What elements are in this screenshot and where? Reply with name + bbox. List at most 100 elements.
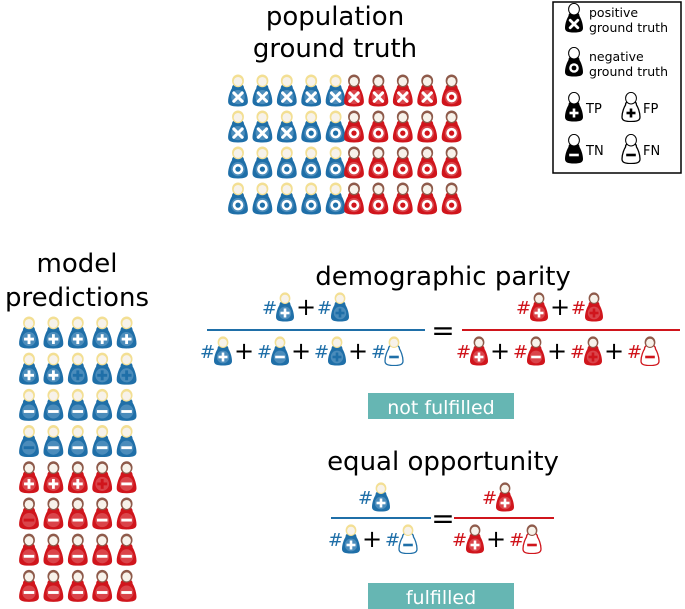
- legend-positive-line1: positive: [589, 5, 638, 20]
- legend-fn-figure: [621, 134, 641, 164]
- population-figure-red: [392, 74, 413, 107]
- population-title-line1: population: [266, 2, 404, 32]
- dp-blue-num-tp: [276, 292, 294, 322]
- legend-tp-figure: [565, 92, 583, 122]
- formula-plus: +: [490, 337, 510, 365]
- population-figure-blue: [325, 146, 346, 179]
- prediction-figure: [67, 533, 88, 566]
- population-figure-red: [441, 182, 462, 215]
- legend-negative-figure: [565, 47, 583, 77]
- prediction-figure: [19, 352, 39, 385]
- population-figure-blue: [276, 110, 297, 143]
- formula-plus: +: [362, 525, 382, 553]
- eo-blue-den-fn: [398, 524, 418, 554]
- population-figure-red: [441, 110, 462, 143]
- prediction-figure: [19, 461, 39, 494]
- population-figure-blue: [228, 74, 248, 107]
- prediction-figure: [19, 425, 39, 458]
- prediction-figure: [92, 533, 113, 566]
- eo-red-den-tp: [466, 524, 484, 554]
- formula-plus: +: [550, 293, 570, 321]
- population-figure-red: [368, 74, 389, 107]
- legend-negative-line1: negative: [589, 49, 644, 64]
- prediction-figure: [116, 425, 137, 458]
- population-figure-blue: [252, 74, 273, 107]
- population-figure-red: [417, 110, 438, 143]
- population-figure-blue: [301, 110, 322, 143]
- prediction-figure: [43, 461, 64, 494]
- prediction-figure: [67, 352, 88, 385]
- dp-blue-den-fp: [328, 336, 346, 366]
- population-figure-red: [417, 182, 438, 215]
- eo-equals: =: [431, 502, 454, 535]
- prediction-figure: [116, 461, 137, 494]
- dp-red-den-tp: [470, 336, 488, 366]
- prediction-figure: [92, 425, 113, 458]
- eo-blue-num-tp: [372, 482, 390, 512]
- prediction-figure: [43, 533, 64, 566]
- prediction-figure: [116, 316, 137, 349]
- legend-fp-figure: [621, 92, 641, 122]
- population-figure-blue: [276, 74, 297, 107]
- dp-blue-den-tp: [214, 336, 232, 366]
- prediction-figure: [43, 352, 64, 385]
- population-figure-blue: [325, 110, 346, 143]
- prediction-figure: [92, 388, 113, 421]
- legend-negative-line2: ground truth: [589, 64, 668, 79]
- formula-count-symbol: #: [627, 342, 642, 363]
- legend-positive-figure: [565, 3, 583, 33]
- dp-blue-num-fp: [331, 292, 349, 322]
- population-figure-red: [344, 110, 364, 143]
- dp-blue-den-tn: [271, 336, 289, 366]
- prediction-figure: [67, 461, 88, 494]
- formula-plus: +: [291, 337, 311, 365]
- formula-plus: +: [234, 337, 254, 365]
- formula-plus: +: [348, 337, 368, 365]
- formula-count-symbol: #: [328, 530, 343, 551]
- prediction-figure: [92, 497, 113, 530]
- prediction-figure: [92, 316, 113, 349]
- prediction-figure: [116, 569, 137, 602]
- formula-count-symbol: #: [570, 342, 585, 363]
- dp-title: demographic parity: [315, 262, 571, 292]
- formula-count-symbol: #: [371, 342, 386, 363]
- formula-count-symbol: #: [452, 530, 467, 551]
- prediction-figure: [116, 497, 137, 530]
- prediction-figure: [43, 388, 64, 421]
- legend-tn-figure: [565, 134, 583, 164]
- population-figure-blue: [276, 146, 297, 179]
- prediction-figure: [67, 569, 88, 602]
- formula-count-symbol: #: [516, 298, 531, 319]
- dp-red-num-fp: [585, 292, 603, 322]
- prediction-figure: [67, 316, 88, 349]
- prediction-figure: [19, 497, 39, 530]
- figures-layer: [19, 3, 660, 602]
- formula-count-symbol: #: [358, 488, 373, 509]
- formula-count-symbol: #: [200, 342, 215, 363]
- population-figure-blue: [301, 74, 322, 107]
- population-figure-red: [417, 146, 438, 179]
- prediction-figure: [19, 316, 39, 349]
- formula-count-symbol: #: [482, 488, 497, 509]
- formula-plus: +: [486, 525, 506, 553]
- population-figure-blue: [228, 110, 248, 143]
- prediction-figure: [67, 497, 88, 530]
- population-figure-blue: [325, 74, 346, 107]
- prediction-figure: [43, 497, 64, 530]
- prediction-figure: [116, 388, 137, 421]
- dp-red-den-fn: [640, 336, 660, 366]
- prediction-figure: [116, 352, 137, 385]
- population-figure-red: [392, 146, 413, 179]
- population-figure-red: [392, 182, 413, 215]
- formula-plus: +: [604, 337, 624, 365]
- formula-plus: +: [547, 337, 567, 365]
- dp-status-text: not fulfilled: [387, 397, 494, 419]
- prediction-figure: [43, 316, 64, 349]
- dp-red-den-tn: [527, 336, 545, 366]
- model-title-line2: predictions: [5, 283, 149, 313]
- eo-red-den-fn: [522, 524, 542, 554]
- dp-red-den-fp: [584, 336, 602, 366]
- prediction-figure: [19, 533, 39, 566]
- formula-count-symbol: #: [456, 342, 471, 363]
- legend-fn-label: FN: [643, 144, 660, 159]
